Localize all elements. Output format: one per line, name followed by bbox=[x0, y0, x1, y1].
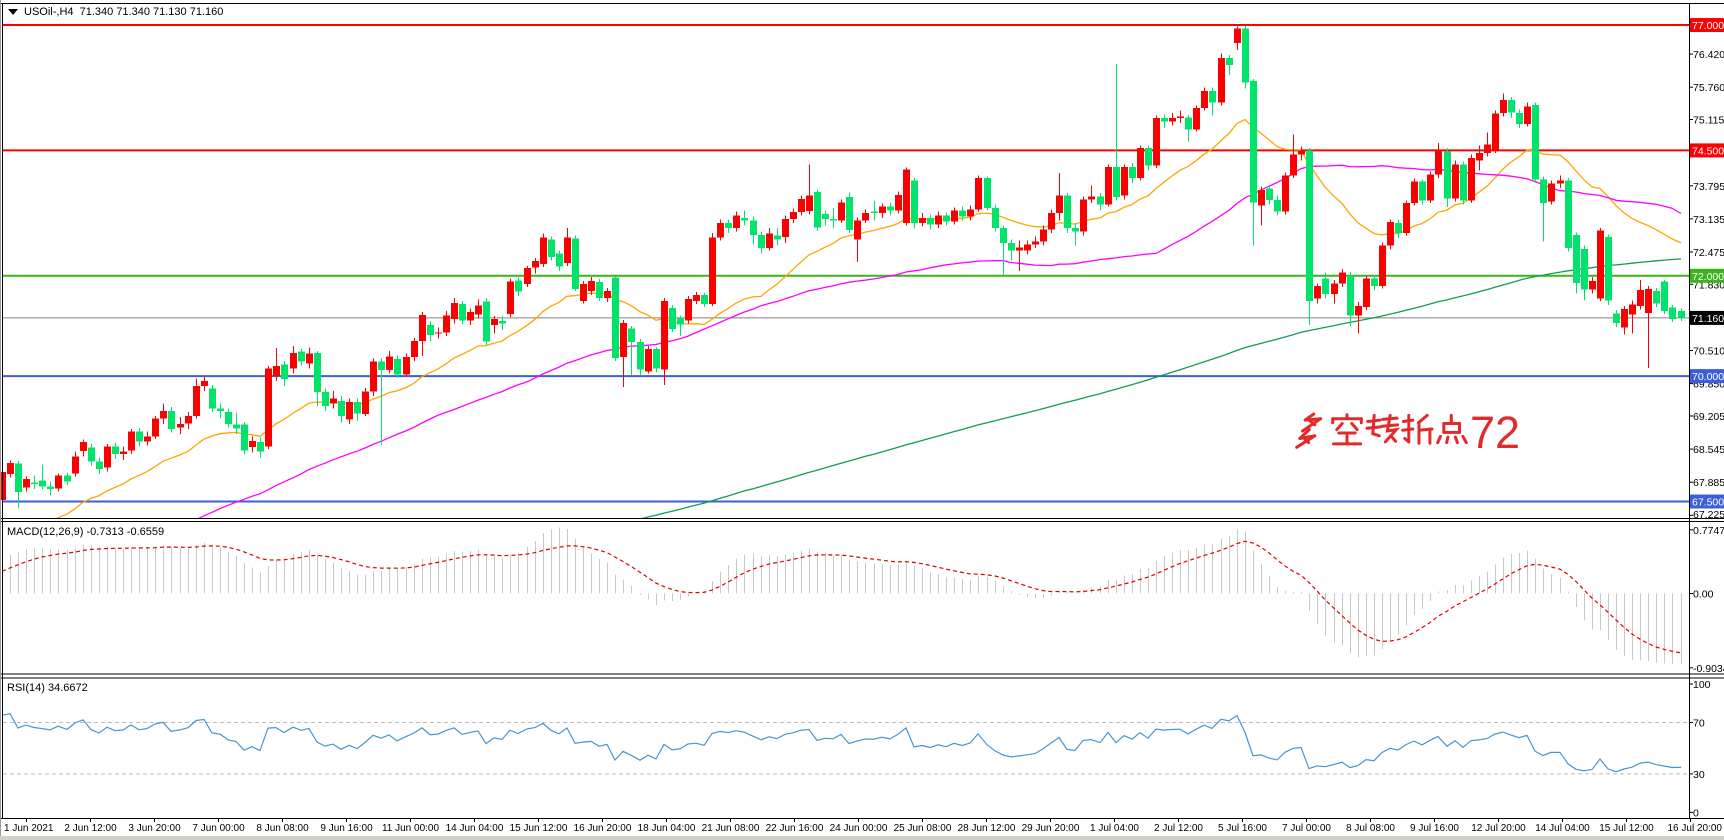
svg-text:7 Jun 00:00: 7 Jun 00:00 bbox=[192, 823, 245, 834]
svg-text:24 Jun 00:00: 24 Jun 00:00 bbox=[830, 823, 888, 834]
svg-text:0: 0 bbox=[1693, 807, 1699, 819]
svg-text:18 Jun 04:00: 18 Jun 04:00 bbox=[638, 823, 696, 834]
svg-text:7 Jul 00:00: 7 Jul 00:00 bbox=[1282, 823, 1331, 834]
svg-text:29 Jun 20:00: 29 Jun 20:00 bbox=[1022, 823, 1080, 834]
svg-text:67.885: 67.885 bbox=[1693, 477, 1724, 489]
svg-text:15 Jul 12:00: 15 Jul 12:00 bbox=[1599, 823, 1654, 834]
svg-text:72.475: 72.475 bbox=[1693, 247, 1724, 259]
svg-text:MACD(12,26,9) -0.7313 -0.6559: MACD(12,26,9) -0.7313 -0.6559 bbox=[7, 526, 164, 538]
svg-text:28 Jun 12:00: 28 Jun 12:00 bbox=[958, 823, 1016, 834]
svg-text:30: 30 bbox=[1693, 769, 1705, 781]
svg-text:75.760: 75.760 bbox=[1693, 82, 1724, 94]
svg-text:9 Jun 16:00: 9 Jun 16:00 bbox=[320, 823, 373, 834]
svg-text:72: 72 bbox=[1470, 407, 1520, 458]
svg-text:77.000: 77.000 bbox=[1692, 20, 1724, 32]
svg-text:2 Jul 12:00: 2 Jul 12:00 bbox=[1154, 823, 1203, 834]
svg-text:68.545: 68.545 bbox=[1693, 444, 1724, 456]
svg-text:-0.9034: -0.9034 bbox=[1693, 663, 1724, 675]
svg-text:22 Jun 16:00: 22 Jun 16:00 bbox=[766, 823, 824, 834]
svg-text:70: 70 bbox=[1693, 718, 1705, 730]
svg-text:USOil-,H4 71.340 71.340 71.13: USOil-,H4 71.340 71.340 71.130 71.160 bbox=[24, 6, 223, 18]
svg-text:74.500: 74.500 bbox=[1692, 145, 1724, 157]
svg-text:0.7747: 0.7747 bbox=[1693, 525, 1724, 537]
svg-text:67.500: 67.500 bbox=[1692, 497, 1724, 509]
svg-text:14 Jun 04:00: 14 Jun 04:00 bbox=[446, 823, 504, 834]
svg-text:25 Jun 08:00: 25 Jun 08:00 bbox=[894, 823, 952, 834]
svg-text:15 Jun 12:00: 15 Jun 12:00 bbox=[510, 823, 568, 834]
svg-text:11 Jun 00:00: 11 Jun 00:00 bbox=[382, 823, 440, 834]
svg-text:70.510: 70.510 bbox=[1693, 346, 1724, 358]
svg-text:14 Jul 04:00: 14 Jul 04:00 bbox=[1535, 823, 1590, 834]
svg-text:RSI(14) 34.6672: RSI(14) 34.6672 bbox=[7, 682, 88, 694]
svg-text:69.205: 69.205 bbox=[1693, 411, 1724, 423]
svg-text:73.135: 73.135 bbox=[1693, 214, 1724, 226]
svg-text:71.160: 71.160 bbox=[1692, 313, 1724, 325]
svg-text:72.000: 72.000 bbox=[1692, 271, 1724, 283]
svg-text:76.420: 76.420 bbox=[1693, 49, 1724, 61]
svg-text:70.000: 70.000 bbox=[1692, 371, 1724, 383]
svg-text:5 Jul 16:00: 5 Jul 16:00 bbox=[1218, 823, 1267, 834]
svg-text:0.00: 0.00 bbox=[1693, 589, 1714, 601]
svg-text:1 Jul 04:00: 1 Jul 04:00 bbox=[1090, 823, 1139, 834]
svg-text:8 Jun 08:00: 8 Jun 08:00 bbox=[256, 823, 309, 834]
svg-text:12 Jul 20:00: 12 Jul 20:00 bbox=[1471, 823, 1526, 834]
svg-text:16 Jul 20:00: 16 Jul 20:00 bbox=[1668, 823, 1723, 834]
svg-text:3 Jun 20:00: 3 Jun 20:00 bbox=[128, 823, 181, 834]
svg-text:16 Jun 20:00: 16 Jun 20:00 bbox=[574, 823, 632, 834]
svg-text:73.795: 73.795 bbox=[1693, 181, 1724, 193]
svg-text:100: 100 bbox=[1693, 679, 1711, 691]
svg-text:1 Jun 2021: 1 Jun 2021 bbox=[4, 823, 54, 834]
svg-text:67.225: 67.225 bbox=[1693, 509, 1724, 521]
svg-text:2 Jun 12:00: 2 Jun 12:00 bbox=[64, 823, 117, 834]
svg-text:21 Jun 08:00: 21 Jun 08:00 bbox=[702, 823, 760, 834]
svg-text:9 Jul 16:00: 9 Jul 16:00 bbox=[1410, 823, 1459, 834]
svg-text:8 Jul 08:00: 8 Jul 08:00 bbox=[1346, 823, 1395, 834]
svg-text:75.115: 75.115 bbox=[1693, 115, 1724, 127]
